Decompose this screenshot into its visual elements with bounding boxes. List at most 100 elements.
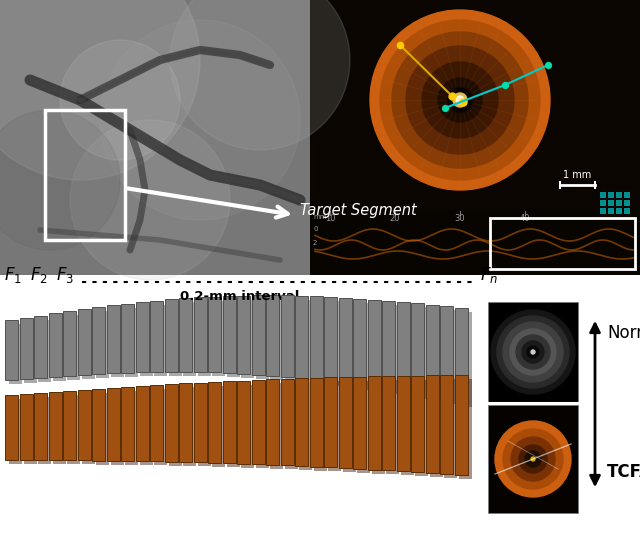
Text: 10: 10 <box>324 214 335 223</box>
Circle shape <box>497 316 569 388</box>
Polygon shape <box>324 377 337 467</box>
Polygon shape <box>266 379 279 465</box>
Polygon shape <box>255 384 269 468</box>
Circle shape <box>453 93 467 107</box>
Polygon shape <box>121 304 134 373</box>
Point <box>447 92 457 100</box>
Polygon shape <box>397 376 410 471</box>
Circle shape <box>519 445 547 473</box>
Polygon shape <box>280 379 294 465</box>
Circle shape <box>70 120 230 280</box>
Circle shape <box>406 46 514 154</box>
Polygon shape <box>154 389 167 465</box>
Circle shape <box>0 110 120 250</box>
Polygon shape <box>458 379 472 479</box>
Polygon shape <box>5 320 18 380</box>
Point <box>500 81 510 90</box>
Polygon shape <box>299 382 312 470</box>
Polygon shape <box>411 304 424 395</box>
Polygon shape <box>179 383 192 462</box>
Polygon shape <box>96 311 109 378</box>
Bar <box>488 405 578 513</box>
Circle shape <box>448 88 472 112</box>
Polygon shape <box>49 313 61 377</box>
Polygon shape <box>353 377 366 469</box>
Polygon shape <box>382 376 395 471</box>
Bar <box>624 200 630 206</box>
Circle shape <box>503 429 563 489</box>
Polygon shape <box>179 298 192 372</box>
Circle shape <box>522 341 544 363</box>
Polygon shape <box>227 300 239 377</box>
Polygon shape <box>429 308 442 401</box>
Polygon shape <box>299 300 312 382</box>
Polygon shape <box>212 386 225 467</box>
Polygon shape <box>429 379 442 477</box>
Bar <box>616 208 622 214</box>
Polygon shape <box>106 388 120 461</box>
Bar <box>0 0 310 275</box>
Polygon shape <box>237 295 250 373</box>
Polygon shape <box>252 295 264 375</box>
Polygon shape <box>111 310 124 377</box>
Polygon shape <box>67 395 80 464</box>
Circle shape <box>511 437 555 481</box>
Circle shape <box>516 335 550 369</box>
Polygon shape <box>295 378 308 466</box>
Polygon shape <box>328 301 341 385</box>
Polygon shape <box>34 393 47 460</box>
Text: 0: 0 <box>313 226 317 232</box>
Circle shape <box>510 329 556 375</box>
Polygon shape <box>339 298 351 384</box>
Polygon shape <box>77 390 90 460</box>
Point <box>440 104 450 112</box>
Polygon shape <box>270 299 283 379</box>
Polygon shape <box>208 382 221 462</box>
Polygon shape <box>454 307 467 402</box>
Polygon shape <box>164 384 177 462</box>
Polygon shape <box>38 397 51 464</box>
Circle shape <box>491 417 575 501</box>
Polygon shape <box>386 380 399 474</box>
Polygon shape <box>193 383 207 462</box>
Polygon shape <box>314 382 326 471</box>
Polygon shape <box>9 399 22 464</box>
Text: Normal: Normal <box>607 324 640 342</box>
Polygon shape <box>198 301 211 376</box>
Circle shape <box>531 350 535 354</box>
Text: 1 mm: 1 mm <box>563 170 591 180</box>
Polygon shape <box>241 300 254 378</box>
Polygon shape <box>5 395 18 460</box>
Polygon shape <box>266 295 279 376</box>
Polygon shape <box>92 389 105 461</box>
Polygon shape <box>63 311 76 376</box>
Polygon shape <box>67 315 80 380</box>
Polygon shape <box>280 295 294 377</box>
Polygon shape <box>154 305 167 376</box>
Polygon shape <box>106 305 120 373</box>
Text: $F_3$: $F_3$ <box>56 265 74 285</box>
Polygon shape <box>212 300 225 376</box>
Circle shape <box>503 322 563 382</box>
Polygon shape <box>96 393 109 465</box>
Polygon shape <box>342 381 355 472</box>
Circle shape <box>0 0 200 180</box>
Polygon shape <box>440 375 453 474</box>
Text: 2: 2 <box>313 240 317 246</box>
Circle shape <box>495 421 571 497</box>
Circle shape <box>100 20 300 220</box>
Polygon shape <box>125 391 138 465</box>
Polygon shape <box>310 296 323 380</box>
Bar <box>488 302 578 402</box>
Circle shape <box>527 346 539 358</box>
Polygon shape <box>183 388 196 466</box>
Polygon shape <box>140 390 152 465</box>
Polygon shape <box>426 305 438 397</box>
Polygon shape <box>454 375 467 475</box>
Polygon shape <box>52 317 65 381</box>
Text: 20: 20 <box>390 214 400 223</box>
Circle shape <box>454 94 466 106</box>
Bar <box>600 192 606 198</box>
Polygon shape <box>411 376 424 472</box>
Polygon shape <box>328 382 341 471</box>
